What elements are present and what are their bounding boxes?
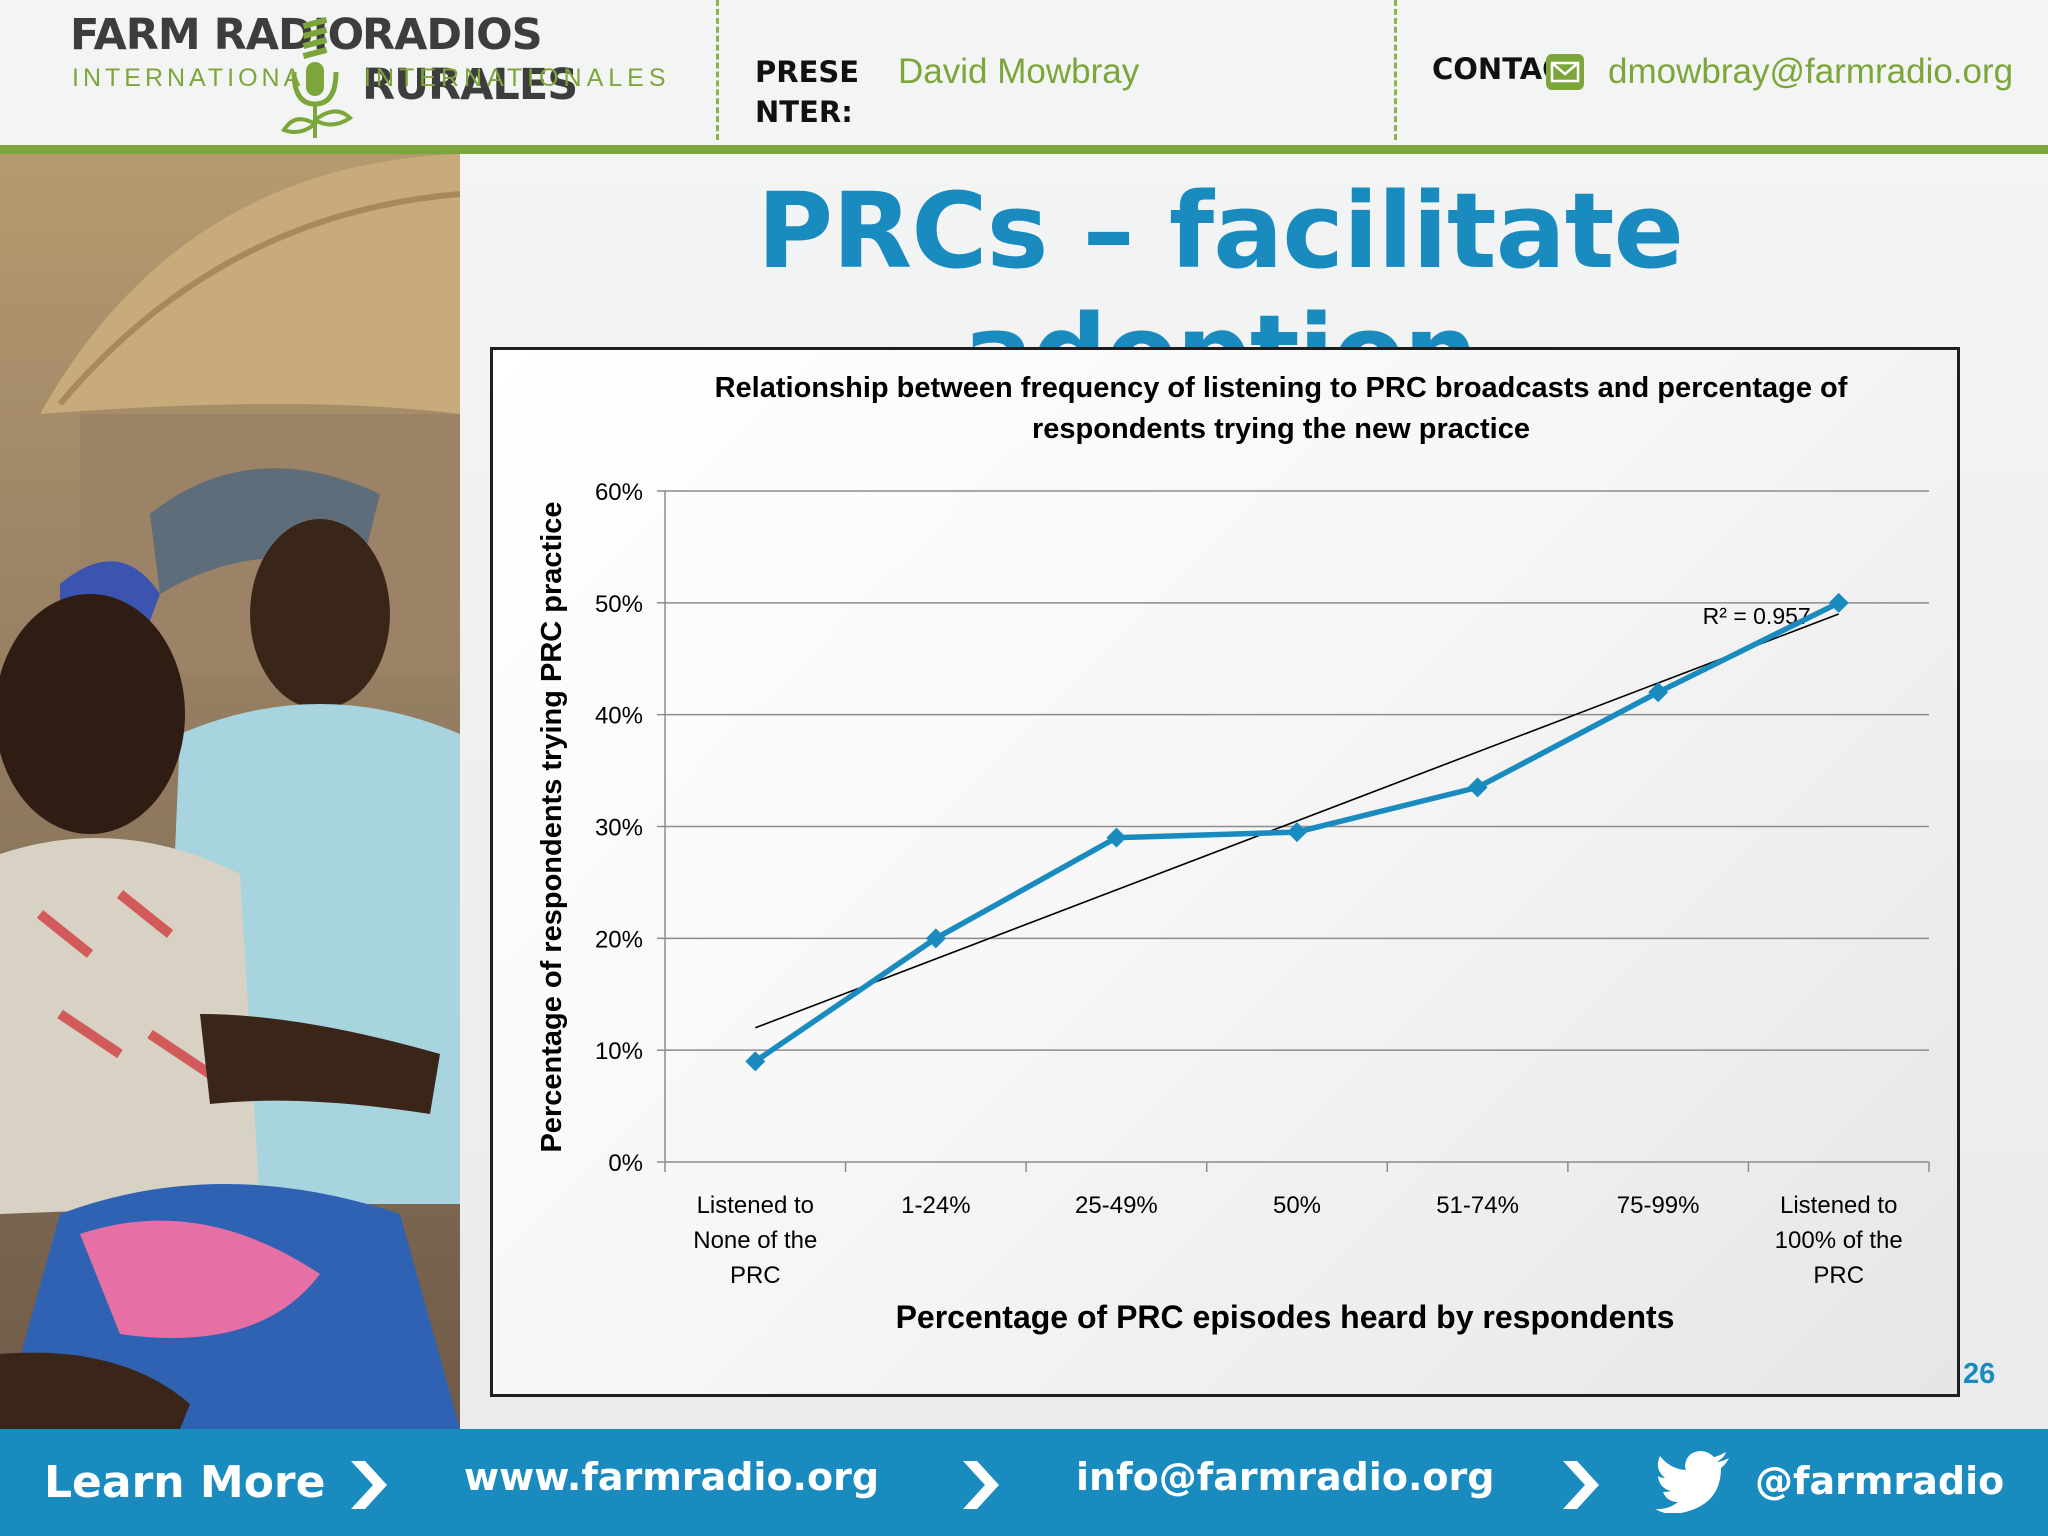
microphone-plant-icon — [281, 16, 354, 138]
y-tick-label: 50% — [595, 591, 643, 618]
presenter-label: PRESENTER: — [755, 55, 860, 129]
header: FARM RADIO INTERNATIONAL RADIOS RURALES … — [0, 0, 2048, 145]
chart-title-line-1: Relationship between frequency of listen… — [715, 372, 1848, 404]
x-tick-label: 1-24% — [901, 1192, 970, 1219]
twitter-bird-icon[interactable] — [1655, 1451, 1731, 1513]
data-point-marker — [1287, 822, 1307, 843]
logo-right-subtitle: INTERNATIONALES — [364, 64, 671, 92]
contact-label: CONTACT: — [1432, 52, 1550, 86]
x-tick-label: 50% — [1273, 1192, 1321, 1219]
farm-radio-logo: FARM RADIO INTERNATIONAL RADIOS RURALES … — [70, 8, 670, 138]
y-tick-label: 30% — [595, 815, 643, 842]
chart-title-line-2: respondents trying the new practice — [1032, 413, 1530, 445]
data-point-marker — [745, 1051, 766, 1072]
logo-left-subtitle: INTERNATIONAL — [72, 64, 323, 92]
contact-email-link[interactable]: dmowbray@farmradio.org — [1608, 52, 2014, 91]
x-axis-title: Percentage of PRC episodes heard by resp… — [896, 1299, 1675, 1335]
y-tick-label: 10% — [595, 1038, 643, 1065]
x-tick-label: 75-99% — [1617, 1192, 1700, 1219]
header-accent-bar — [0, 145, 2048, 154]
x-tick-label: 25-49% — [1075, 1192, 1158, 1219]
twitter-handle-link[interactable]: @farmradio — [1755, 1459, 2005, 1503]
x-tick-label: Listened to 100% of the PRC — [1775, 1192, 1903, 1289]
y-tick-label: 20% — [595, 926, 643, 953]
footer: Learn More www.farmradio.org info@farmra… — [0, 1429, 2048, 1536]
header-divider — [1394, 0, 1397, 140]
learn-more-label: Learn More — [44, 1457, 326, 1508]
mail-icon — [1546, 54, 1584, 90]
data-point-marker — [925, 928, 946, 949]
chevron-right-icon — [1563, 1461, 1599, 1509]
y-axis-title: Percentage of respondents trying PRC pra… — [536, 501, 568, 1152]
header-divider — [716, 0, 719, 140]
data-point-marker — [1828, 592, 1849, 613]
chevron-right-icon — [351, 1461, 387, 1509]
women-listening-photo — [0, 154, 460, 1429]
page-number: 26 — [1963, 1358, 1996, 1390]
footer-email-link[interactable]: info@farmradio.org — [1076, 1455, 1495, 1499]
x-tick-label: 51-74% — [1436, 1192, 1519, 1219]
data-point-marker — [1467, 777, 1488, 798]
chart-frame: Relationship between frequency of listen… — [490, 347, 1960, 1397]
chevron-right-icon — [963, 1461, 999, 1509]
presenter-name: David Mowbray — [898, 52, 1140, 91]
data-point-marker — [1648, 682, 1669, 703]
y-tick-label: 60% — [595, 479, 643, 506]
trendline — [755, 613, 1839, 1029]
x-tick-label: Listened to None of the PRC — [693, 1192, 817, 1289]
y-tick-label: 0% — [608, 1150, 643, 1177]
y-tick-label: 40% — [595, 703, 643, 730]
line-chart: Relationship between frequency of listen… — [536, 372, 1930, 1335]
data-point-marker — [1106, 827, 1127, 848]
website-link[interactable]: www.farmradio.org — [464, 1455, 880, 1499]
logo-right-title: RADIOS RURALES — [362, 10, 578, 110]
